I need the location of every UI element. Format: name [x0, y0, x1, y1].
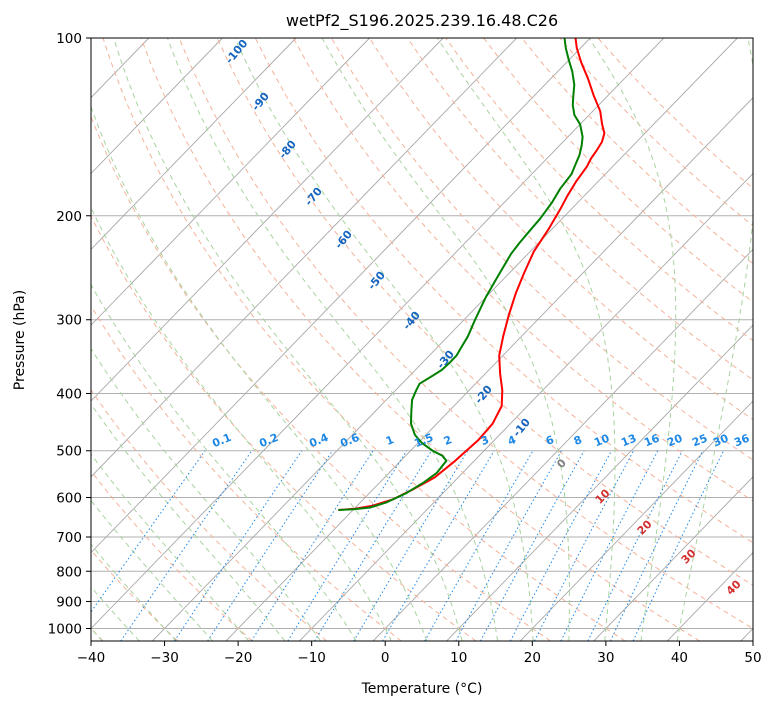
y-tick-label: 700	[56, 530, 82, 546]
mixing-ratio-line	[250, 450, 374, 641]
isotherm-line	[91, 38, 223, 175]
moist-adiabat-line	[91, 499, 213, 641]
mixing-ratio-label: 30	[711, 432, 730, 450]
isotherm-line	[91, 38, 370, 326]
x-tick-label: 10	[450, 650, 467, 666]
dry-adiabat-line	[91, 115, 551, 641]
dry-adiabat-line	[140, 38, 700, 641]
moist-adiabat-line	[167, 38, 499, 641]
moist-adiabat-line	[91, 453, 250, 641]
moist-adiabat-line	[91, 283, 357, 641]
x-tick-label: −40	[77, 650, 106, 666]
dry-adiabat-line	[178, 38, 753, 630]
y-tick-label: 600	[56, 490, 82, 506]
mixing-ratio-label: 1	[384, 433, 396, 448]
dry-adiabat-line	[91, 215, 477, 641]
moist-adiabat-line	[234, 38, 534, 641]
y-tick-label: 200	[56, 209, 82, 225]
mixing-ratio-line	[287, 450, 408, 641]
y-tick-label: 300	[56, 313, 82, 329]
dry-adiabat-line	[369, 38, 753, 421]
mixing-ratio-line	[560, 450, 659, 641]
y-tick-label: 100	[56, 31, 82, 47]
y-axis-label: Pressure (hPa)	[12, 290, 28, 390]
mixing-ratio-line	[120, 450, 253, 641]
sounding-series	[338, 38, 606, 511]
isotherm-line	[91, 38, 665, 630]
isotherm-line	[372, 248, 753, 641]
x-tick-label: 0	[381, 650, 390, 666]
dewpoint-profile-line	[338, 38, 584, 511]
x-tick-label: 20	[524, 650, 541, 666]
isotherm-line	[91, 38, 591, 554]
axes: −40 −30 −20 −10 0 10 20 30 40 50 100 200 300 400 500 60…	[48, 31, 762, 666]
y-tick-label: 400	[56, 387, 82, 403]
x-tick-label: 30	[597, 650, 614, 666]
chart-title: wetPf2_S196.2025.239.16.48.C26	[286, 11, 558, 31]
isotherm-line	[91, 38, 517, 478]
moist-adiabat-line	[91, 403, 286, 641]
dry-adiabat-line	[407, 38, 753, 381]
moist-adiabat-line	[91, 105, 428, 641]
moist-adiabat-line	[321, 38, 570, 641]
mixing-ratio-line	[174, 450, 303, 641]
mixing-ratio-label: 16	[642, 432, 661, 450]
moist-adiabat-line	[91, 543, 177, 641]
isotherm-line	[519, 400, 753, 641]
mixing-ratio-label: 20	[665, 432, 684, 450]
x-axis-label: Temperature (°C)	[361, 681, 483, 697]
mixing-ratio-line	[480, 450, 585, 641]
dry-adiabat-line	[216, 38, 753, 586]
dry-adiabats	[91, 38, 753, 641]
mixing-ratio-lines	[91, 450, 725, 641]
moist-adiabat-line	[91, 206, 392, 641]
mixing-ratio-label: 25	[690, 432, 709, 450]
moist-adiabat-line	[436, 38, 616, 641]
moist-adiabat-line	[588, 38, 677, 641]
x-tick-label: 50	[744, 650, 761, 666]
moist-adiabats	[91, 38, 753, 641]
mixing-ratio-line	[455, 450, 562, 641]
y-tick-label: 1000	[48, 621, 82, 637]
dry-adiabat-line	[91, 389, 328, 641]
x-tick-label: −20	[224, 650, 253, 666]
plot-area	[91, 38, 753, 641]
isotherm-line	[91, 38, 444, 402]
dry-adiabat-line	[102, 38, 626, 641]
skewed-isotherms	[91, 38, 753, 641]
moist-adiabat-line	[91, 347, 322, 641]
isotherm-line	[152, 38, 738, 641]
moist-adiabat-line	[676, 38, 753, 641]
moist-adiabat-line	[91, 586, 140, 641]
isotherm-line	[225, 97, 753, 641]
y-tick-label: 900	[56, 594, 82, 610]
mixing-ratio-label: 13	[619, 432, 638, 450]
x-tick-label: −30	[150, 650, 179, 666]
x-tick-label: 40	[671, 650, 688, 666]
mixing-ratio-label: 10	[592, 432, 611, 450]
isotherm-line	[91, 38, 297, 250]
temperature-profile-line	[338, 38, 606, 511]
y-tick-label: 500	[56, 444, 82, 460]
mixing-ratio-line	[424, 450, 534, 641]
isotherm-line	[593, 476, 753, 641]
dry-adiabat-line	[292, 38, 753, 502]
dry-adiabat-line	[254, 38, 753, 544]
pressure-gridlines	[91, 38, 753, 629]
mixing-ratio-label: 3	[479, 433, 491, 448]
mixing-ratio-line	[207, 450, 333, 641]
y-tick-label: 800	[56, 564, 82, 580]
dry-adiabat-line	[483, 38, 753, 303]
plot-frame	[90, 37, 754, 642]
dry-adiabat-line	[91, 304, 402, 641]
mixing-ratio-label: 36	[732, 432, 751, 450]
mixing-ratio-label: 2	[442, 433, 454, 448]
x-tick-label: −10	[297, 650, 326, 666]
mixing-ratio-label: 8	[572, 433, 584, 448]
isotherm-line	[446, 324, 753, 641]
